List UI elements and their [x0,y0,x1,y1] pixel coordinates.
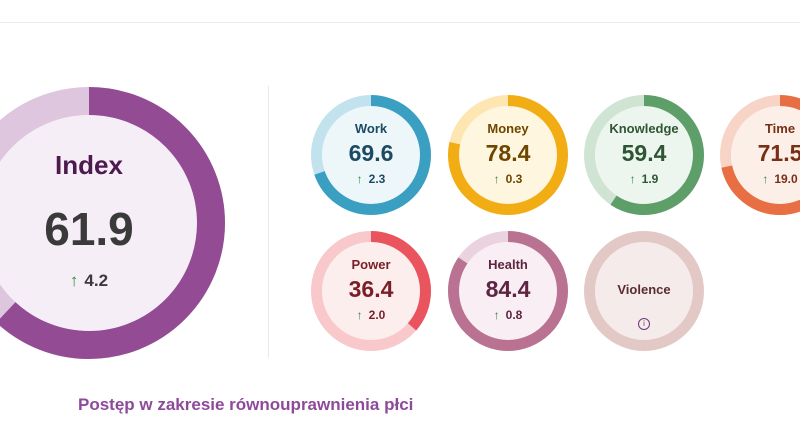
money-change-value: 0.3 [505,172,523,186]
power-ring [311,231,431,351]
knowledge-ring-fill [595,106,693,204]
knowledge-title: Knowledge [609,121,679,136]
work-change-value: 2.3 [368,172,386,186]
knowledge-change: ↑ 1.9 [583,172,705,186]
power-change: ↑ 2.0 [310,308,432,322]
work-title: Work [354,121,388,136]
health-value: 84.4 [485,276,531,302]
time-clip: Time 71.5 ↑ 19.0 [719,94,800,216]
time-title: Time [764,121,796,136]
index-title: Index [55,150,123,180]
info-icon[interactable]: i [583,318,705,330]
violence-title: Violence [617,282,671,297]
domain-gauge-work[interactable]: Work 69.6 ↑ 2.3 [310,94,432,216]
section-divider [268,86,269,358]
power-title: Power [351,257,391,272]
work-ring-fill [322,106,420,204]
domain-gauge-violence[interactable]: Violence i [583,230,705,352]
time-change-value: 19.0 [774,172,798,186]
time-value: 71.5 [757,140,800,166]
domain-gauge-power[interactable]: Power 36.4 ↑ 2.0 [310,230,432,352]
domain-gauge-knowledge[interactable]: Knowledge 59.4 ↑ 1.9 [583,94,705,216]
power-change-value: 2.0 [368,308,386,322]
health-ring-fill [459,242,557,340]
health-change-value: 0.8 [505,308,523,322]
violence-ring-track [584,231,704,351]
health-title: Health [488,257,528,272]
work-change: ↑ 2.3 [310,172,432,186]
power-value: 36.4 [348,276,394,302]
domain-gauge-time[interactable]: Time 71.5 ↑ 19.0 [719,94,800,216]
money-ring-fill [459,106,557,204]
violence-ring-fill [595,242,693,340]
work-ring [311,95,431,215]
index-value: 61.9 [44,203,134,255]
money-change: ↑ 0.3 [447,172,569,186]
up-arrow-icon: ↑ [762,172,769,186]
domain-gauge-money[interactable]: Money 78.4 ↑ 0.3 [447,94,569,216]
knowledge-value: 59.4 [621,140,667,166]
up-arrow-icon: ↑ [356,308,363,322]
time-ring [720,95,800,215]
power-ring-fill [322,242,420,340]
health-change: ↑ 0.8 [447,308,569,322]
violence-ring [584,231,704,351]
time-change: ↑ 19.0 [719,172,800,186]
top-divider [0,22,800,23]
knowledge-ring-progress [584,95,704,215]
domain-gauge-health[interactable]: Health 84.4 ↑ 0.8 [447,230,569,352]
index-change: ↑ 4.2 [0,271,226,291]
time-ring-progress [720,95,800,215]
time-ring-fill [731,106,800,204]
health-ring [448,231,568,351]
index-change-value: 4.2 [84,271,109,290]
up-arrow-icon: ↑ [356,172,363,186]
knowledge-change-value: 1.9 [641,172,659,186]
power-ring-progress [311,231,431,351]
money-value: 78.4 [485,140,531,166]
health-ring-progress [448,231,568,351]
work-ring-progress [311,95,431,215]
index-gauge[interactable]: Index 61.9 ↑ 4.2 [0,86,226,360]
knowledge-ring [584,95,704,215]
index-ring-fill [0,115,197,331]
index-ring-progress [0,87,225,359]
progress-heading: Postęp w zakresie równouprawnienia płci [78,395,414,414]
money-ring [448,95,568,215]
work-value: 69.6 [348,140,394,166]
up-arrow-icon: ↑ [493,308,500,322]
up-arrow-icon: ↑ [629,172,636,186]
money-title: Money [487,121,529,136]
up-arrow-icon: ↑ [69,271,79,290]
index-ring [0,87,225,359]
money-ring-progress [448,95,568,215]
up-arrow-icon: ↑ [493,172,500,186]
